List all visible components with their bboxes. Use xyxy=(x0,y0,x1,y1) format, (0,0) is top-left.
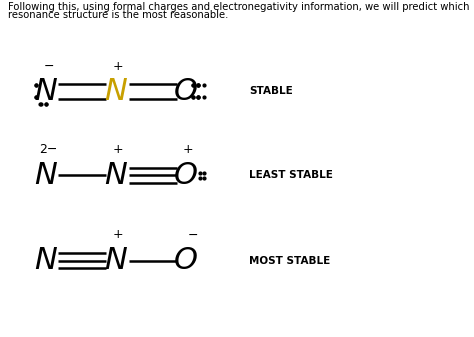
Text: −: − xyxy=(188,228,198,241)
Text: N: N xyxy=(104,77,127,106)
Text: resonance structure is the most reasonable.: resonance structure is the most reasonab… xyxy=(8,10,228,20)
Text: +: + xyxy=(183,143,193,156)
Text: −: − xyxy=(44,60,54,73)
Text: LEAST STABLE: LEAST STABLE xyxy=(249,170,333,180)
Text: N: N xyxy=(104,246,127,275)
Text: MOST STABLE: MOST STABLE xyxy=(249,256,330,266)
Text: O: O xyxy=(174,161,198,190)
Text: N: N xyxy=(34,77,57,106)
Text: Following this, using formal charges and electronegativity information, we will : Following this, using formal charges and… xyxy=(8,2,470,12)
Text: N: N xyxy=(34,161,57,190)
Text: O: O xyxy=(174,77,198,106)
Text: +: + xyxy=(112,60,123,73)
Text: N: N xyxy=(104,161,127,190)
Text: STABLE: STABLE xyxy=(249,86,293,96)
Text: 2−: 2− xyxy=(39,143,57,156)
Text: O: O xyxy=(174,246,198,275)
Text: N: N xyxy=(34,246,57,275)
Text: +: + xyxy=(112,228,123,241)
Text: +: + xyxy=(112,143,123,156)
